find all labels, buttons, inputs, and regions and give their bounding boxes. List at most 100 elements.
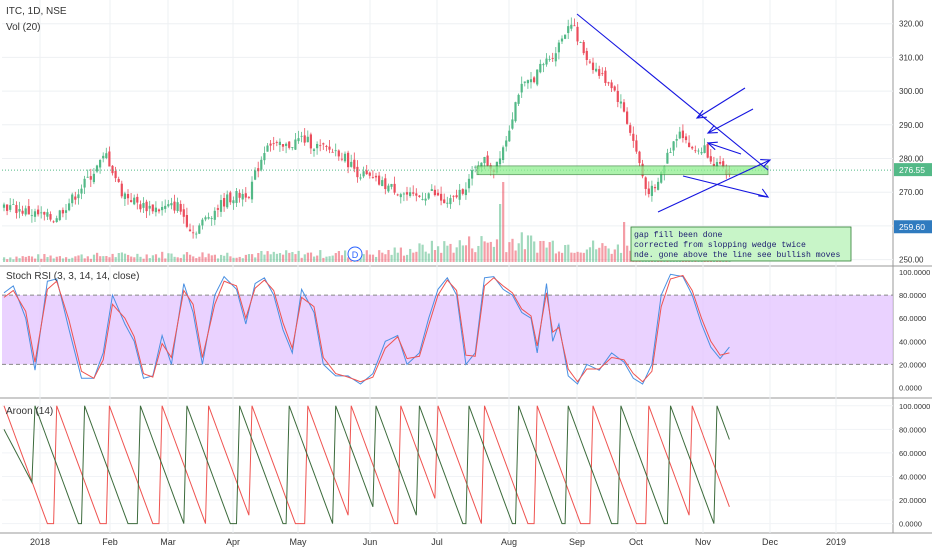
candle-body [660, 172, 663, 183]
volume-bar [424, 251, 427, 262]
candle-body [12, 204, 15, 205]
y-tick-label: 280.00 [899, 155, 924, 164]
volume-bar [384, 254, 387, 262]
candle-body [585, 50, 588, 60]
arrow-head [758, 188, 770, 198]
volume-bar [288, 252, 291, 262]
candle-body [440, 193, 443, 201]
candle-body [616, 90, 619, 102]
volume-layer [3, 182, 731, 262]
aroon-title: Aroon (14) [6, 406, 53, 417]
candle-body [474, 166, 477, 168]
volume-bar [142, 258, 145, 262]
candle-body [260, 159, 263, 170]
volume-bar [604, 245, 607, 262]
candle-body [424, 198, 427, 201]
candle-body [281, 144, 285, 147]
y-tick-label: 310.00 [899, 53, 924, 62]
volume-bar [254, 257, 257, 262]
candle-body [343, 153, 347, 162]
candle-body [123, 193, 126, 200]
candle-body [560, 38, 564, 42]
candle-body [712, 163, 715, 166]
support-zone [476, 165, 769, 176]
volume-bar [508, 242, 511, 262]
volume-bar [303, 254, 306, 262]
volume-bar [592, 240, 595, 262]
volume-bar [623, 222, 626, 262]
volume-bar [427, 253, 430, 262]
trend-line [576, 13, 769, 171]
candle-body [365, 170, 368, 175]
volume-bar [154, 254, 158, 262]
candle-body [657, 181, 660, 190]
candle-body [384, 178, 387, 190]
dividend-marker-text: D [352, 250, 359, 260]
volume-bar [210, 255, 213, 262]
candle-body [263, 153, 266, 161]
volume-bar [328, 256, 331, 262]
candle-body [173, 201, 176, 211]
volume-bar [570, 252, 573, 262]
volume-bar [21, 256, 24, 262]
last-price-label: 276.55 [899, 165, 925, 175]
volume-bar [499, 204, 502, 262]
candle-body [235, 191, 238, 203]
volume-bar [37, 254, 40, 262]
annotation-line: gap fill been done [634, 230, 723, 240]
candle-body [229, 192, 232, 203]
x-tick-label: 2018 [30, 537, 50, 547]
volume-bar [207, 253, 210, 262]
candle-body [157, 209, 161, 212]
volume-bar [375, 256, 378, 262]
x-tick-label: Dec [762, 537, 779, 547]
x-tick-label: Aug [501, 537, 517, 547]
volume-bar [15, 256, 18, 262]
candle-body [427, 193, 430, 199]
candle-body [502, 147, 505, 160]
candle-body [520, 83, 523, 93]
candle-body [607, 82, 610, 84]
volume-bar [517, 243, 520, 262]
volume-bar [49, 255, 52, 262]
volume-label: Vol (20) [6, 22, 40, 33]
candle-body [347, 152, 350, 168]
volume-bar [291, 252, 294, 262]
volume-bar [573, 252, 576, 262]
volume-bar [12, 259, 15, 262]
candle-body [92, 173, 95, 183]
volume-bar [204, 257, 207, 262]
candle-body [579, 42, 582, 43]
candle-body [111, 165, 114, 174]
volume-bar [148, 258, 151, 262]
candle-body [458, 189, 461, 200]
volume-bar [220, 254, 223, 262]
volume-bar [99, 256, 102, 262]
grid-layer [0, 0, 932, 534]
aroon-y-tick-label: 20.0000 [899, 496, 926, 505]
candle-body [154, 207, 157, 213]
volume-bar [123, 253, 127, 262]
volume-bar [18, 258, 21, 262]
candle-body [433, 189, 436, 196]
volume-bar [533, 241, 536, 262]
candle-body [573, 25, 576, 27]
candle-body [291, 147, 294, 148]
volume-bar [266, 251, 269, 262]
candle-body [167, 204, 170, 207]
stoch-band [2, 295, 893, 365]
volume-bar [511, 238, 514, 262]
candle-body [294, 139, 297, 150]
candle-body [632, 133, 635, 141]
candle-body [666, 152, 669, 164]
candle-body [684, 136, 688, 141]
candle-body [529, 79, 533, 83]
candle-body [709, 156, 712, 162]
volume-bar [495, 239, 499, 262]
volume-bar [114, 257, 117, 262]
volume-bar [334, 253, 337, 262]
candle-body [498, 158, 502, 165]
aroon-series-up [3, 405, 730, 525]
volume-bar [260, 250, 263, 262]
